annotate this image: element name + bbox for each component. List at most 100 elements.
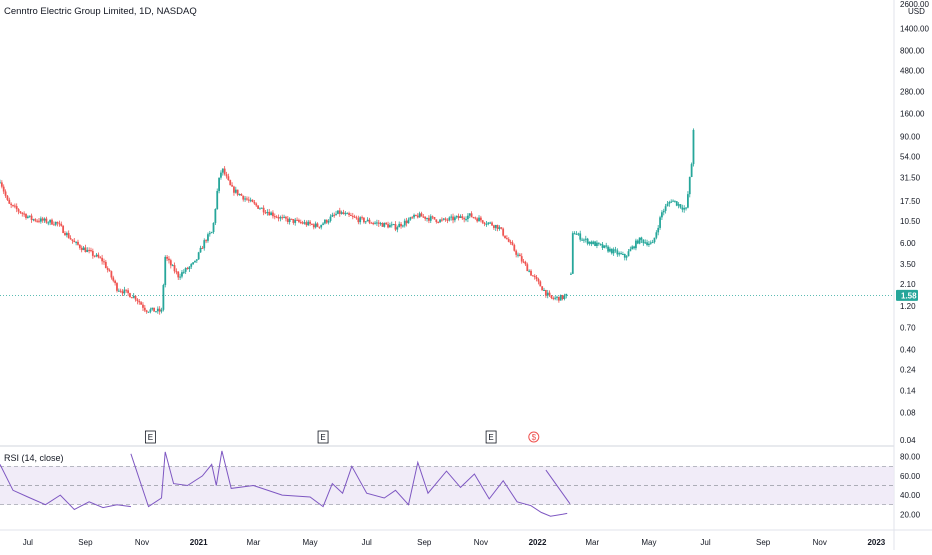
candle <box>681 207 684 210</box>
candle <box>448 217 451 221</box>
candle <box>166 256 169 259</box>
candle <box>116 283 118 291</box>
candle <box>322 223 324 225</box>
candle <box>662 210 665 213</box>
candle <box>452 216 454 221</box>
candle <box>78 244 81 248</box>
candle <box>422 216 425 218</box>
candle <box>577 233 580 235</box>
candle <box>264 212 267 214</box>
candle <box>659 217 661 228</box>
time-tick-label: 2023 <box>867 538 885 547</box>
earnings-marker[interactable]: E <box>317 430 329 444</box>
candle <box>247 199 250 201</box>
dividend-marker[interactable]: $ <box>528 431 540 443</box>
candle <box>21 212 24 214</box>
candle <box>470 213 473 218</box>
candle <box>294 219 297 223</box>
candle <box>511 242 514 246</box>
candle <box>370 222 373 224</box>
candle <box>398 223 401 228</box>
earnings-marker[interactable]: E <box>144 430 156 444</box>
candle <box>472 217 475 219</box>
price-tick-label: 0.70 <box>900 323 916 332</box>
candle <box>424 216 427 219</box>
candle <box>119 290 122 292</box>
candle <box>518 254 521 257</box>
candle <box>270 212 272 216</box>
candle <box>249 199 252 201</box>
candle <box>90 250 92 252</box>
candle <box>575 233 578 235</box>
svg-text:E: E <box>488 433 493 442</box>
candle <box>155 311 157 313</box>
candle <box>34 219 37 221</box>
time-tick-label: Nov <box>474 538 488 547</box>
svg-text:$: $ <box>532 433 537 442</box>
candle <box>685 207 687 209</box>
candle <box>173 265 176 272</box>
candle <box>143 307 146 311</box>
candle <box>171 265 174 267</box>
candle <box>52 224 55 226</box>
last-price-badge: 1.58 <box>896 289 918 301</box>
candle <box>524 261 527 265</box>
time-tick-label: Sep <box>417 538 432 547</box>
candle <box>520 256 523 262</box>
candle <box>130 297 133 299</box>
candle <box>366 219 369 222</box>
price-tick-label: 10.50 <box>900 217 921 226</box>
candle <box>123 289 126 294</box>
svg-text:E: E <box>148 433 153 442</box>
earnings-marker[interactable]: E <box>485 430 497 444</box>
candle <box>84 247 87 253</box>
candle <box>459 216 462 219</box>
candle <box>147 311 150 313</box>
candle <box>657 227 660 233</box>
price-tick-label: 90.00 <box>900 132 921 141</box>
candle <box>357 218 360 223</box>
candle <box>244 198 246 200</box>
candle <box>426 217 428 219</box>
candle <box>307 221 310 226</box>
candle <box>485 223 488 225</box>
candle <box>405 220 408 224</box>
candle <box>67 233 70 238</box>
candle <box>433 216 436 220</box>
candle <box>531 275 534 277</box>
candle <box>491 222 493 226</box>
price-tick-label: 31.50 <box>900 174 921 183</box>
candle <box>513 245 516 251</box>
candle <box>273 216 276 218</box>
candle <box>32 219 35 221</box>
candle <box>240 193 243 196</box>
candle <box>255 203 258 206</box>
candle <box>539 281 542 287</box>
candle <box>389 225 391 228</box>
candle <box>413 214 415 218</box>
candle <box>498 227 501 229</box>
candle <box>238 193 241 195</box>
candle <box>579 233 582 240</box>
candle <box>603 245 606 248</box>
candle <box>311 223 313 225</box>
candle <box>552 297 555 299</box>
candle <box>668 202 671 204</box>
candle <box>548 292 551 296</box>
candle <box>283 216 285 218</box>
chart-title: Cenntro Electric Group Limited, 1D, NASD… <box>4 6 197 17</box>
candle <box>364 221 367 223</box>
candle <box>474 217 477 219</box>
candle <box>136 299 139 302</box>
candle <box>677 204 680 206</box>
candle <box>683 208 686 210</box>
candle <box>450 216 453 218</box>
candle <box>162 285 165 310</box>
candle <box>625 256 628 258</box>
candle <box>489 222 492 224</box>
candle <box>571 233 574 274</box>
candle <box>664 206 667 211</box>
candle <box>616 250 619 255</box>
